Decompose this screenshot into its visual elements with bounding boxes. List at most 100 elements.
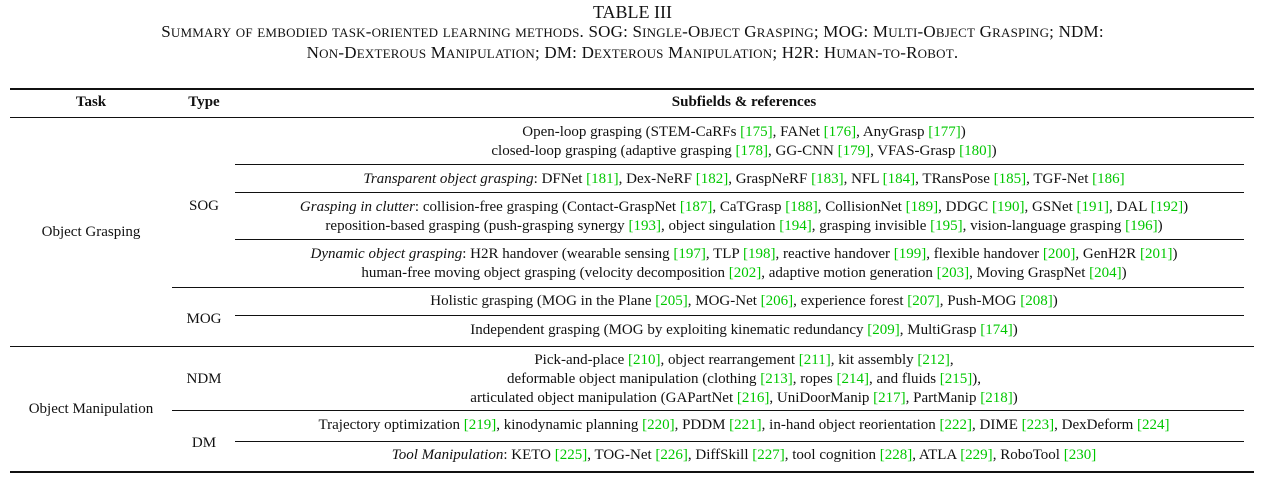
reference-link[interactable]: [202] <box>729 265 762 281</box>
row-rule-type-mog <box>172 287 1244 288</box>
subfield-text: , vision-language grasping <box>963 218 1125 234</box>
type-mog: MOG <box>186 310 221 329</box>
reference-link[interactable]: [207] <box>907 293 940 309</box>
subfield-text: , experience forest <box>793 293 907 309</box>
reference-link[interactable]: [224] <box>1137 417 1170 433</box>
subfield-text: , MultiGrasp <box>900 322 980 338</box>
subfield-category: Tool Manipulation <box>392 447 504 463</box>
reference-link[interactable]: [178] <box>735 143 768 159</box>
reference-link[interactable]: [223] <box>1022 417 1055 433</box>
reference-link[interactable]: [204] <box>1089 265 1122 281</box>
reference-link[interactable]: [230] <box>1064 447 1097 463</box>
table-caption-line-2: NON-DEXTEROUS MANIPULATION; DM: DEXTEROU… <box>0 43 1265 64</box>
header-subfields: Subfields & references <box>672 93 816 112</box>
reference-link[interactable]: [220] <box>642 417 675 433</box>
reference-link[interactable]: [214] <box>836 371 869 387</box>
reference-link[interactable]: [209] <box>867 322 900 338</box>
reference-link[interactable]: [195] <box>930 218 963 234</box>
reference-link[interactable]: [181] <box>586 171 619 187</box>
reference-link[interactable]: [216] <box>737 390 770 406</box>
reference-link[interactable]: [221] <box>729 417 762 433</box>
reference-link[interactable]: [213] <box>760 371 793 387</box>
reference-link[interactable]: [194] <box>779 218 812 234</box>
section-rule <box>10 346 1254 347</box>
subfield-line: Holistic grasping (MOG in the Plane [205… <box>430 292 1057 311</box>
subfield-text: ) <box>1013 390 1018 406</box>
subfield-text: , Moving GraspNet <box>969 265 1089 281</box>
row-rule-sog-3 <box>235 239 1244 240</box>
reference-link[interactable]: [174] <box>980 322 1013 338</box>
subfield-text: , NFL <box>844 171 883 187</box>
subfield-text: Trajectory optimization <box>318 417 463 433</box>
reference-link[interactable]: [227] <box>752 447 785 463</box>
subfield-text: ) <box>992 143 997 159</box>
reference-link[interactable]: [191] <box>1077 199 1110 215</box>
reference-link[interactable]: [198] <box>743 246 776 262</box>
subfield-sog-clutter: Grasping in clutter: collision-free gras… <box>300 198 1188 236</box>
reference-link[interactable]: [196] <box>1125 218 1158 234</box>
reference-link[interactable]: [197] <box>673 246 706 262</box>
subfield-text: : KETO <box>503 447 554 463</box>
subfield-text: , VFAS-Grasp <box>870 143 959 159</box>
reference-link[interactable]: [206] <box>761 293 794 309</box>
subfield-text: , TOG-Net <box>587 447 655 463</box>
reference-link[interactable]: [219] <box>464 417 497 433</box>
reference-link[interactable]: [218] <box>980 390 1013 406</box>
subfield-text: , RoboTool <box>993 447 1064 463</box>
task-object-manipulation: Object Manipulation <box>29 400 154 419</box>
reference-link[interactable]: [212] <box>917 352 950 368</box>
header-rule <box>10 117 1254 118</box>
reference-link[interactable]: [186] <box>1092 171 1125 187</box>
subfield-line: closed-loop grasping (adaptive grasping … <box>491 142 996 161</box>
reference-link[interactable]: [189] <box>906 199 939 215</box>
reference-link[interactable]: [229] <box>960 447 993 463</box>
reference-link[interactable]: [205] <box>655 293 688 309</box>
reference-link[interactable]: [188] <box>785 199 818 215</box>
reference-link[interactable]: [184] <box>883 171 916 187</box>
reference-link[interactable]: [225] <box>555 447 588 463</box>
reference-link[interactable]: [190] <box>992 199 1025 215</box>
subfield-sog-open-closed-loop: Open-loop grasping (STEM-CaRFs [175], FA… <box>491 123 996 161</box>
reference-link[interactable]: [222] <box>940 417 973 433</box>
subfield-text: , kit assembly <box>831 352 918 368</box>
subfield-text: , GraspNeRF <box>728 171 811 187</box>
reference-link[interactable]: [226] <box>655 447 688 463</box>
subfield-text: ) <box>1053 293 1058 309</box>
subfield-mog-independent: Independent grasping (MOG by exploiting … <box>470 321 1017 340</box>
reference-link[interactable]: [203] <box>937 265 970 281</box>
reference-link[interactable]: [208] <box>1020 293 1053 309</box>
reference-link[interactable]: [176] <box>824 124 857 140</box>
top-rule <box>10 88 1254 90</box>
reference-link[interactable]: [217] <box>873 390 906 406</box>
subfield-dm-tool: Tool Manipulation: KETO [225], TOG-Net [… <box>392 446 1096 465</box>
reference-link[interactable]: [177] <box>928 124 961 140</box>
reference-link[interactable]: [182] <box>696 171 729 187</box>
subfield-text: ) <box>1172 246 1177 262</box>
reference-link[interactable]: [201] <box>1140 246 1173 262</box>
header-task: Task <box>76 93 106 112</box>
reference-link[interactable]: [211] <box>799 352 831 368</box>
reference-link[interactable]: [187] <box>680 199 713 215</box>
subfield-text: Pick-and-place <box>534 352 628 368</box>
reference-link[interactable]: [199] <box>894 246 927 262</box>
subfield-text: , DexDeform <box>1054 417 1137 433</box>
reference-link[interactable]: [200] <box>1043 246 1076 262</box>
reference-link[interactable]: [215] <box>940 371 973 387</box>
reference-link[interactable]: [179] <box>838 143 871 159</box>
reference-link[interactable]: [185] <box>994 171 1027 187</box>
reference-link[interactable]: [228] <box>880 447 913 463</box>
reference-link[interactable]: [210] <box>628 352 661 368</box>
subfield-text: , grasping invisible <box>812 218 930 234</box>
reference-link[interactable]: [192] <box>1151 199 1184 215</box>
subfield-text: articulated object manipulation (GAPartN… <box>470 390 737 406</box>
table-caption-line-1: SUMMARY OF EMBODIED TASK-ORIENTED LEARNI… <box>0 22 1265 43</box>
subfield-text: , <box>950 352 954 368</box>
header-type: Type <box>188 93 219 112</box>
row-rule-type-dm <box>172 410 1244 411</box>
reference-link[interactable]: [175] <box>740 124 773 140</box>
reference-link[interactable]: [193] <box>628 218 661 234</box>
reference-link[interactable]: [183] <box>811 171 844 187</box>
subfield-line: Dynamic object grasping: H2R handover (w… <box>311 245 1178 264</box>
reference-link[interactable]: [180] <box>959 143 992 159</box>
subfield-text: , and fluids <box>869 371 940 387</box>
